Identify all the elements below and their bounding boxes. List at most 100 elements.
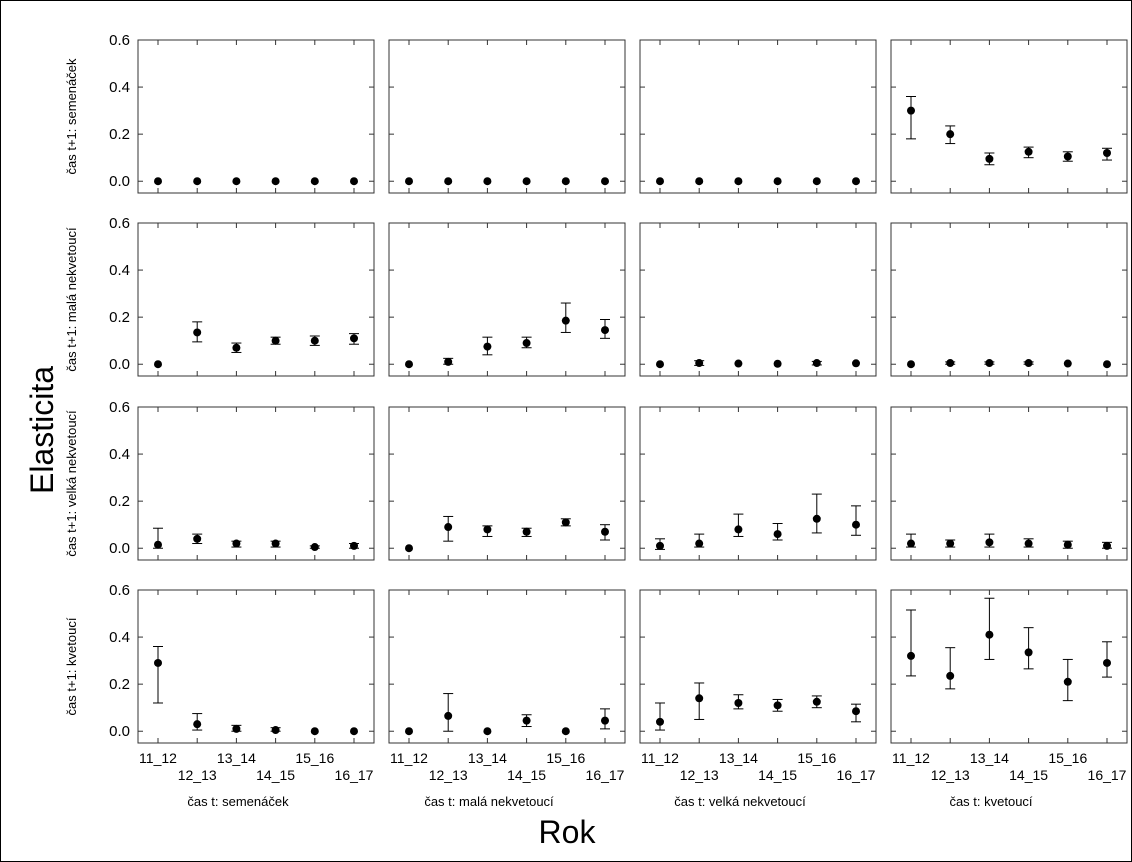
x-tick-label: 15_16: [546, 750, 585, 766]
x-tick-label: 16_17: [837, 767, 876, 783]
data-point: [734, 698, 743, 707]
data-point: [444, 523, 453, 532]
data-point: [695, 539, 704, 548]
panel: [137, 406, 375, 561]
data-point: [561, 177, 570, 186]
panel: [639, 222, 877, 377]
data-point: [601, 177, 609, 186]
data-point: [405, 360, 413, 369]
data-point: [656, 360, 664, 369]
data-point: [522, 177, 531, 186]
data-point: [483, 342, 492, 351]
data-point: [271, 177, 280, 186]
data-point: [812, 697, 821, 706]
data-point: [985, 630, 994, 639]
panel-frame: [639, 406, 877, 561]
data-point: [1024, 147, 1033, 156]
data-point: [985, 359, 994, 368]
data-point: [656, 177, 664, 186]
data-point: [154, 658, 162, 667]
x-tick-label: 14_15: [507, 767, 546, 783]
data-point: [1063, 540, 1072, 549]
panel: [639, 39, 877, 194]
data-point: [946, 359, 955, 368]
data-point: [232, 539, 241, 548]
data-point: [232, 724, 241, 733]
x-tick-label: 11_12: [390, 750, 428, 766]
row-label: čas t+1: kvetoucí: [64, 617, 79, 715]
data-point: [483, 177, 492, 186]
y-tick-label: 0.2: [109, 676, 130, 693]
data-point: [561, 316, 570, 325]
data-point: [350, 177, 358, 186]
x-tick-label: 13_14: [217, 750, 256, 766]
y-tick-label: 0.2: [109, 309, 130, 326]
data-point: [907, 539, 915, 548]
y-tick-label: 0.6: [109, 215, 130, 232]
data-point: [405, 727, 413, 736]
row-label: čas t+1: velká nekvetoucí: [64, 410, 79, 557]
x-tick-label: 16_17: [586, 767, 625, 783]
x-tick-label: 15_16: [1048, 750, 1087, 766]
panel-frame: [137, 39, 375, 194]
panel-frame: [890, 589, 1128, 744]
column-label: čas t: kvetoucí: [949, 794, 1032, 809]
data-point: [193, 328, 202, 337]
data-point: [193, 720, 202, 729]
panel: [890, 406, 1128, 561]
y-tick-label: 0.4: [109, 446, 130, 463]
y-tick-label: 0.0: [109, 723, 130, 740]
data-point: [561, 518, 570, 527]
data-point: [154, 177, 162, 186]
x-tick-label: 12_13: [429, 767, 468, 783]
data-point: [1103, 658, 1111, 667]
data-point: [1063, 152, 1072, 161]
data-point: [271, 726, 280, 735]
column-label: čas t: velká nekvetoucí: [674, 794, 806, 809]
panel: [137, 222, 375, 377]
data-point: [444, 357, 453, 366]
data-point: [193, 177, 202, 186]
y-tick-label: 0.4: [109, 79, 130, 96]
data-point: [695, 177, 704, 186]
panel-frame: [388, 589, 626, 744]
row-label: čas t+1: malá nekvetoucí: [64, 227, 79, 372]
x-tick-label: 11_12: [139, 750, 177, 766]
data-point: [946, 130, 955, 139]
panel-frame: [890, 39, 1128, 194]
data-point: [232, 343, 241, 352]
x-tick-label: 12_13: [680, 767, 719, 783]
panel: [388, 589, 626, 744]
data-point: [773, 701, 782, 710]
y-tick-label: 0.2: [109, 126, 130, 143]
data-point: [561, 727, 570, 736]
y-tick-label: 0.0: [109, 173, 130, 190]
data-point: [444, 177, 453, 186]
data-point: [601, 527, 609, 536]
data-point: [985, 538, 994, 547]
data-point: [601, 326, 609, 335]
panel: [639, 406, 877, 561]
data-point: [1103, 148, 1111, 157]
data-point: [405, 544, 413, 553]
data-point: [310, 336, 319, 345]
y-tick-label: 0.4: [109, 629, 130, 646]
x-tick-label: 16_17: [335, 767, 374, 783]
panel: [890, 589, 1128, 744]
data-point: [1024, 648, 1033, 657]
panel-frame: [890, 406, 1128, 561]
data-point: [1103, 360, 1111, 369]
x-tick-label: 16_17: [1088, 767, 1127, 783]
x-tick-label: 15_16: [295, 750, 334, 766]
data-point: [522, 339, 531, 348]
x-axis-label: Rok: [539, 814, 597, 850]
data-point: [1063, 677, 1072, 686]
data-point: [656, 717, 664, 726]
panel-frame: [137, 222, 375, 377]
panel: [137, 589, 375, 744]
y-tick-label: 0.6: [109, 32, 130, 49]
data-point: [773, 530, 782, 539]
data-point: [350, 334, 358, 343]
panel-frame: [137, 406, 375, 561]
